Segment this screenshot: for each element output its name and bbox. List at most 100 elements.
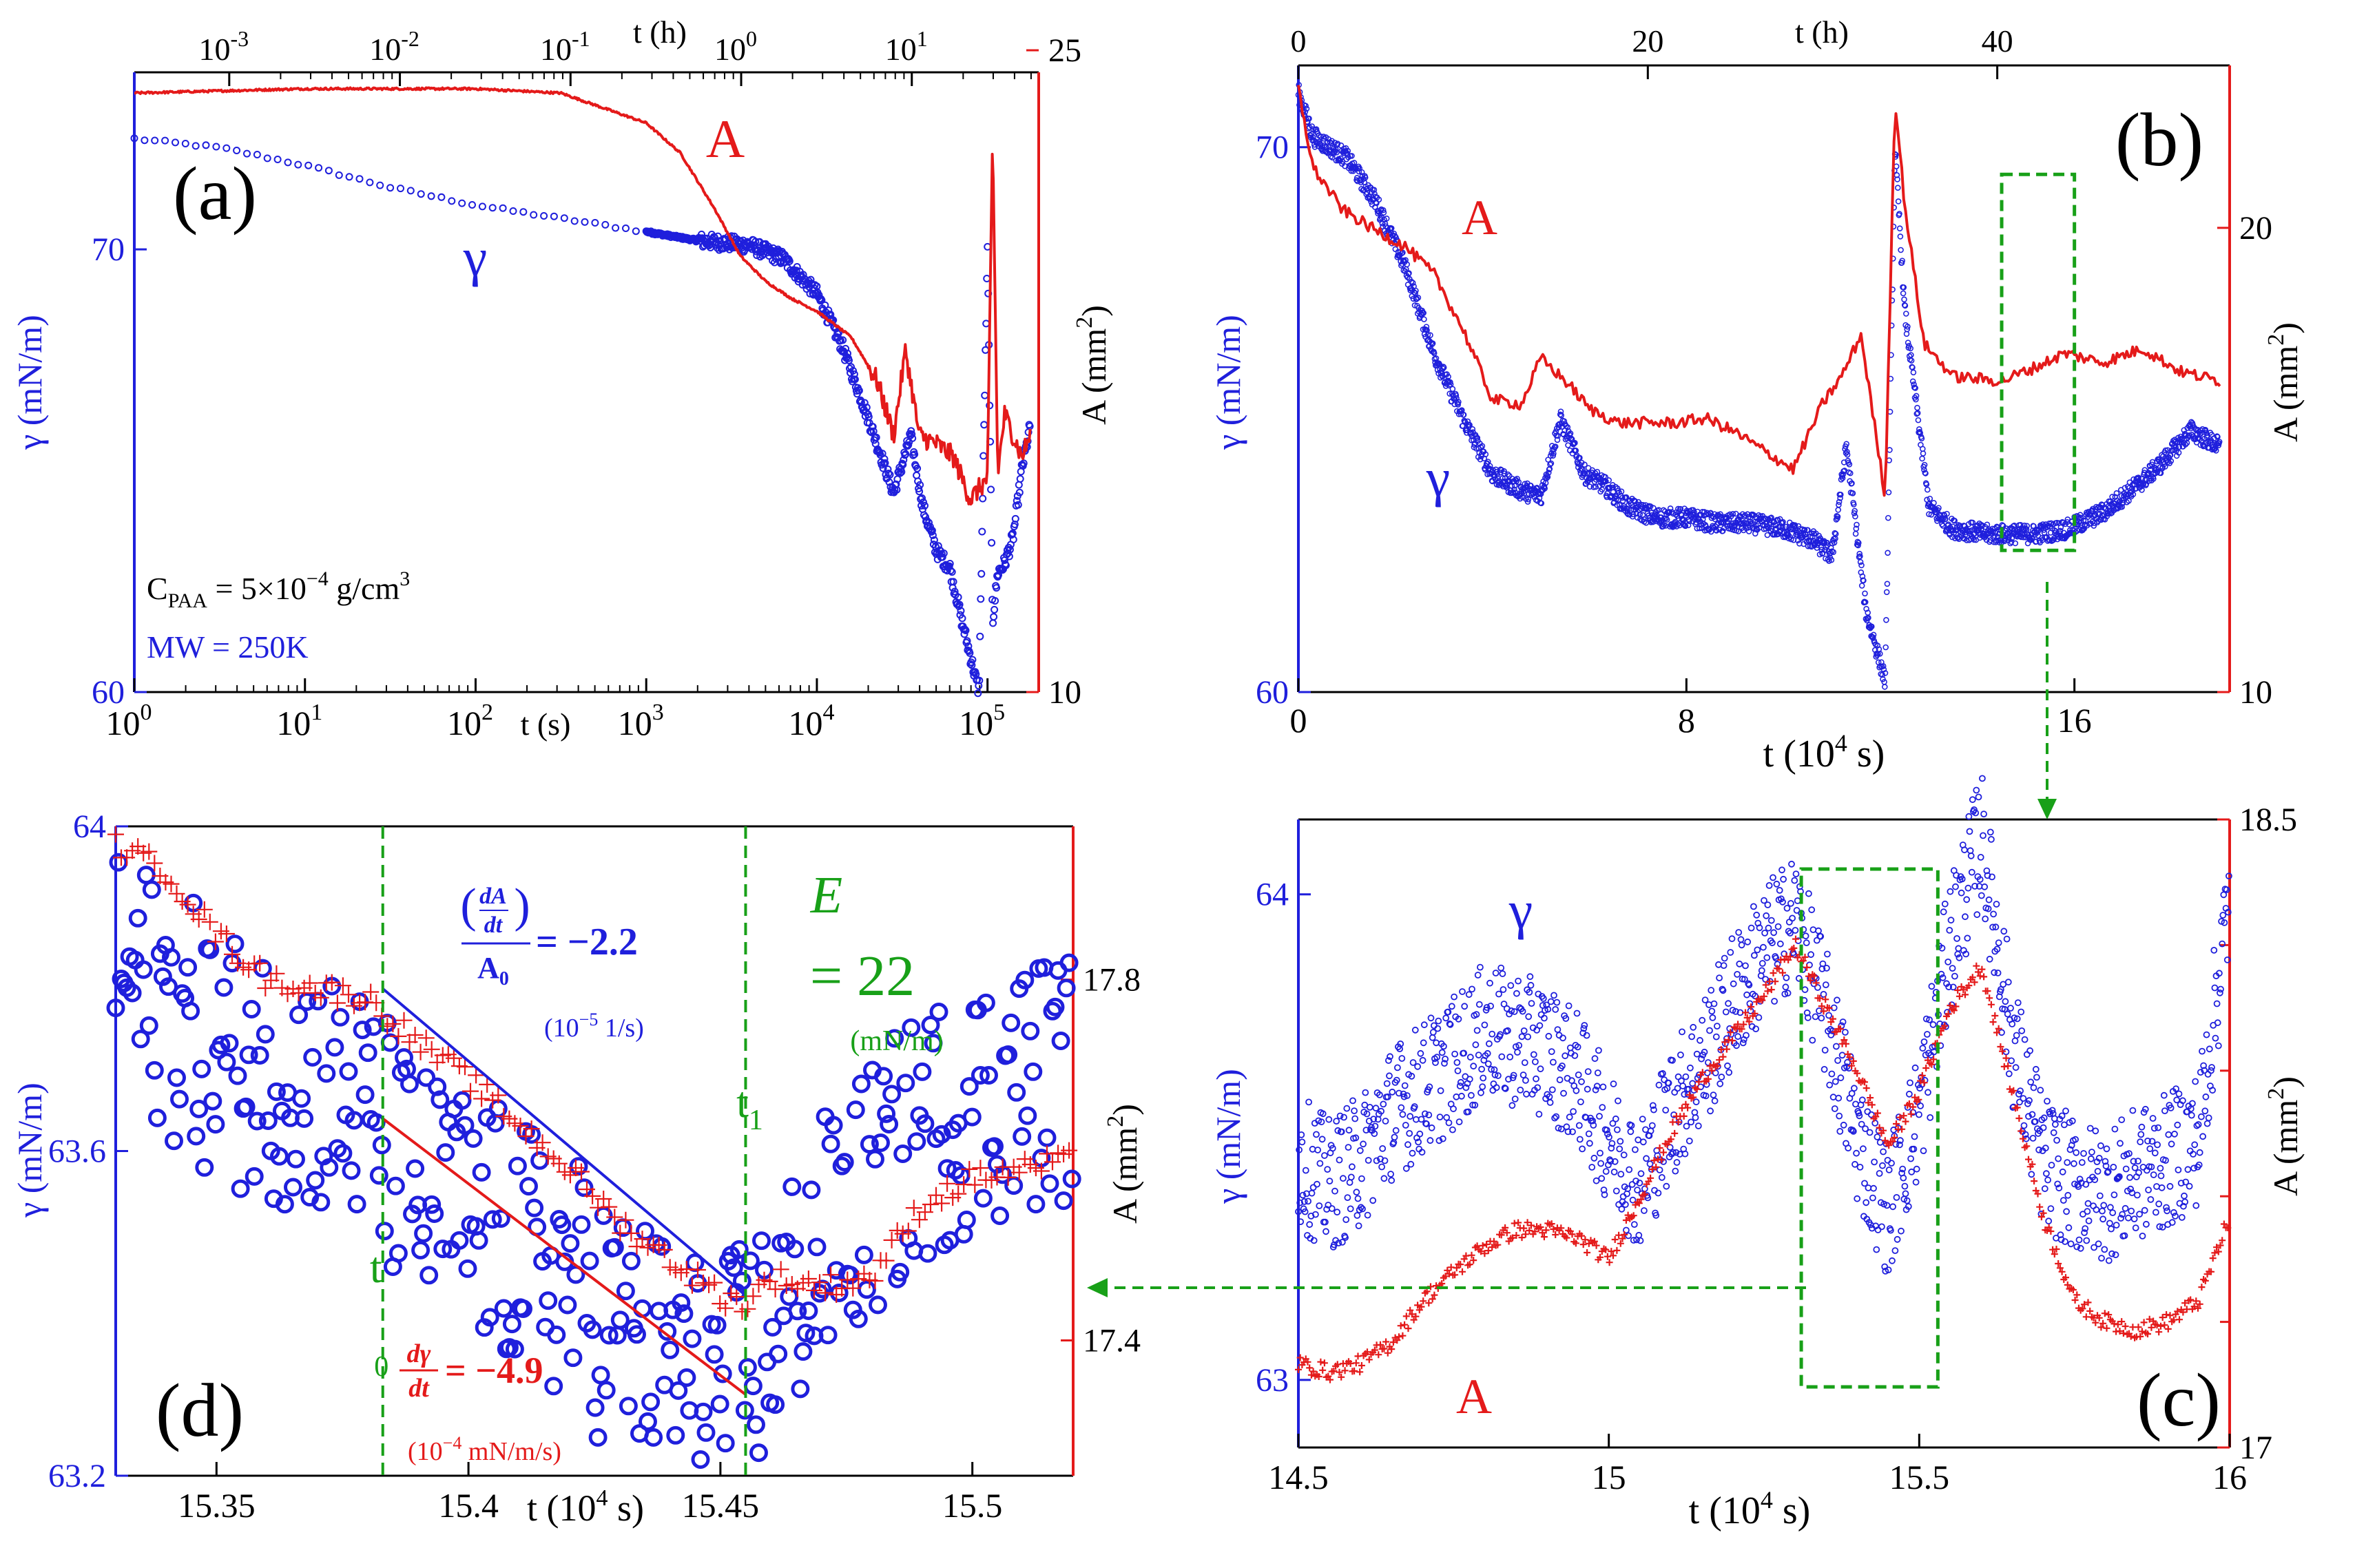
panel-c-gamma-point: [1884, 1157, 1891, 1164]
panel-a-gamma-point: [978, 527, 986, 536]
panel-c-gamma-point: [2090, 1202, 2097, 1210]
panel-c-gamma-point: [2213, 1000, 2221, 1007]
panel-d-gamma-point: [639, 1412, 657, 1431]
panel-b-gamma-point: [1685, 522, 1692, 528]
panel-c-gamma-point: [1949, 965, 1956, 972]
panel-a-top-xtick-exp: -3: [230, 26, 249, 51]
panel-d-gamma-point: [245, 1167, 264, 1186]
panel-d-gamma-point: [1051, 1032, 1070, 1050]
panel-d-gamma-point: [195, 1158, 214, 1177]
panel-c-gamma-point: [1379, 1145, 1387, 1152]
panel-a-gamma-point: [355, 175, 364, 183]
panel-d-gamma-point: [563, 1348, 583, 1368]
panel-c-gamma-point: [1406, 1130, 1413, 1137]
panel-b-gamma-point: [1628, 501, 1635, 508]
panel-c-gamma-point: [2028, 1171, 2035, 1178]
panel-c-area-point: [1660, 1149, 1667, 1156]
panel-c-gamma-point: [1980, 811, 1988, 817]
panel-b-gamma-point: [1380, 207, 1387, 213]
panel-c-gamma-point: [1850, 1085, 1858, 1092]
panel-d-gamma-point: [472, 1162, 491, 1182]
panel-c-gamma-point: [2099, 1207, 2106, 1215]
panel-b-gamma-point: [1915, 417, 1922, 424]
panel-c-gamma-point: [2137, 1131, 2145, 1138]
panel-c-gamma-point: [1911, 1133, 1918, 1140]
panel-c-area-point: [1764, 987, 1772, 995]
panel-a-gamma-point: [884, 469, 893, 478]
panel-a-xtick-exp: 3: [652, 700, 664, 725]
panel-c-gamma-point: [1306, 1221, 1314, 1229]
panel-c-gamma-point: [2186, 1182, 2193, 1190]
panel-c-gamma-point: [1365, 1157, 1372, 1164]
panel-c-gamma-point: [2060, 1197, 2067, 1204]
panel-b-gamma-point: [1534, 485, 1540, 491]
panel-a-gamma-point: [857, 398, 865, 406]
panel-a-gamma-point: [366, 178, 374, 187]
panel-c-gamma-point: [1706, 1027, 1713, 1034]
panel-a-gamma-point: [991, 596, 999, 605]
panel-b-gamma-point: [1415, 295, 1422, 301]
panel-b-gamma-point: [1577, 454, 1583, 461]
panel-c-gamma-point: [1461, 1003, 1469, 1010]
panel-d-gamma-point: [907, 1132, 926, 1151]
panel-c-gamma-point: [2086, 1125, 2094, 1132]
panel-b-gamma-point: [1730, 511, 1736, 517]
panel-d-gamma-point: [683, 1329, 702, 1348]
panel-d-gamma-point: [339, 1062, 358, 1081]
panel-a-ylabel-right: A (mm2): [1072, 305, 1113, 425]
panel-b-gamma-point: [2141, 467, 2148, 473]
panel-c-gamma-point: [1547, 998, 1555, 1005]
panel-c-gamma-point: [1526, 973, 1534, 981]
panel-c-gamma-point: [1318, 1136, 1326, 1143]
panel-b-gamma-point: [1919, 455, 1925, 462]
panel-a-gamma-point: [499, 204, 507, 212]
panel-c-gamma-point: [1478, 1065, 1486, 1073]
panel-c-gamma-point: [2021, 1036, 2029, 1043]
panel-c-gamma-point: [1808, 906, 1816, 914]
panel-b-gamma-point: [1914, 404, 1920, 411]
panel-b-gamma-point: [1897, 233, 1904, 240]
panel-b-gamma-point: [1469, 426, 1476, 432]
panel-c-gamma-point: [2184, 1166, 2192, 1173]
panel-c-gamma-point: [2175, 1090, 2183, 1098]
panel-c-gamma-point: [2195, 1121, 2202, 1128]
panel-a-gamma-point: [968, 661, 976, 669]
panel-c-gamma-point: [1821, 1047, 1829, 1054]
panel-a-gamma-point: [1002, 561, 1010, 569]
panel-b-gamma-point: [1581, 470, 1588, 476]
panel-c-gamma-point: [1631, 1146, 1639, 1153]
panel-b-gamma-point: [1911, 381, 1917, 388]
panel-b-gamma-point: [1837, 495, 1843, 501]
panel-c-gamma-point: [1342, 1216, 1350, 1223]
panel-c-area-point: [1384, 1349, 1391, 1357]
panel-c-area-point: [2103, 1324, 2110, 1332]
panel-d-gamma-point: [386, 1176, 405, 1195]
panel-d-gamma-point: [530, 1151, 550, 1170]
panel-c-gamma-point: [1923, 1031, 1931, 1038]
panel-b-gamma-point: [1581, 461, 1588, 468]
panel-c-area-point: [1522, 1231, 1529, 1238]
panel-a-gamma-point: [928, 526, 936, 534]
panel-b-gamma-point: [1557, 411, 1564, 418]
panel-c-gamma-point: [1573, 1087, 1580, 1094]
panel-c-gamma-point: [2047, 1205, 2055, 1212]
panel-b-gamma-point: [2057, 524, 2064, 531]
panel-a-gamma-point: [916, 481, 924, 489]
panel-c-gamma-point: [1958, 889, 1965, 897]
panel-c-gamma-point: [2080, 1150, 2087, 1157]
panel-c-gamma-point: [1963, 896, 1971, 903]
panel-b-gamma-point: [1525, 496, 1532, 503]
panel-c-gamma-point: [1736, 960, 1743, 968]
panel-c-gamma-point: [1537, 1065, 1544, 1073]
panel-c-gamma-point: [1688, 1033, 1696, 1041]
panel-d-gamma-point: [561, 1234, 580, 1253]
panel-a-gamma-point: [191, 142, 200, 150]
panel-c-gamma-point: [2109, 1209, 2117, 1216]
panel-b-ylabel-right-part: 2: [2263, 334, 2289, 346]
panel-d-gamma-point: [929, 1003, 948, 1021]
panel-c-gamma-point: [1336, 1156, 1343, 1164]
panel-c-area-point: [1399, 1332, 1407, 1339]
panel-b-gamma-point: [1883, 589, 1890, 596]
panel-c-gamma-point: [1874, 1133, 1881, 1140]
panel-a-annotation-unit-exp: 3: [400, 567, 410, 590]
